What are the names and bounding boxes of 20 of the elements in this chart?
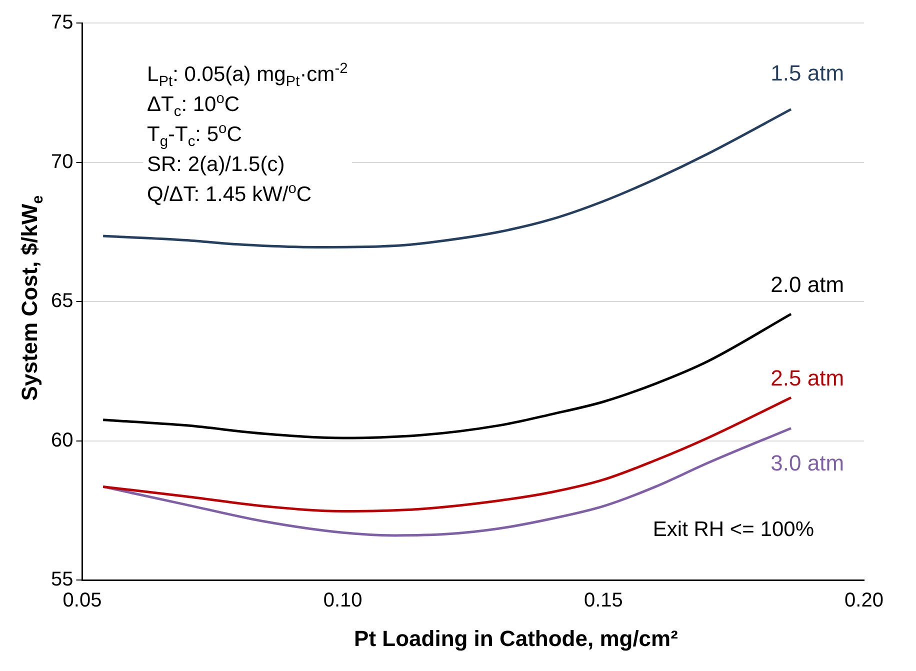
series-label: 1.5 atm — [770, 60, 844, 86]
x-axis-title: Pt Loading in Cathode, mg/cm² — [353, 626, 679, 652]
series-label: 3.0 atm — [770, 450, 844, 476]
y-tick-label: 75 — [50, 12, 74, 34]
y-tick-label: 70 — [50, 150, 74, 173]
x-tick-label: 0.10 — [323, 590, 362, 612]
annotation: ΔT$_{c}$: 10$^{o}$C — [147, 90, 241, 120]
y-tick-label: 55 — [50, 568, 74, 591]
x-tick-label: 0.05 — [62, 590, 102, 612]
series-label: 2.0 atm — [770, 272, 844, 298]
series-label: 2.5 atm — [770, 366, 844, 391]
y-tick-label: 65 — [50, 290, 74, 312]
annotation: Exit RH <= 100% — [652, 518, 814, 542]
annotation: T$_{g}$-T$_{c}$: 5$^{o}$C — [147, 120, 243, 150]
annotation: L$_{Pt}$: 0.05(a) mg$_{Pt}$·cm$^{-2}$ — [147, 60, 348, 90]
annotation: Q/ΔT: 1.45 kW/$^{o}$C — [147, 180, 313, 208]
y-tick-label: 60 — [50, 429, 74, 452]
x-tick-label: 0.15 — [584, 590, 623, 612]
x-tick-label: 0.20 — [844, 590, 884, 612]
annotation: SR: 2(a)/1.5(c) — [147, 152, 286, 178]
